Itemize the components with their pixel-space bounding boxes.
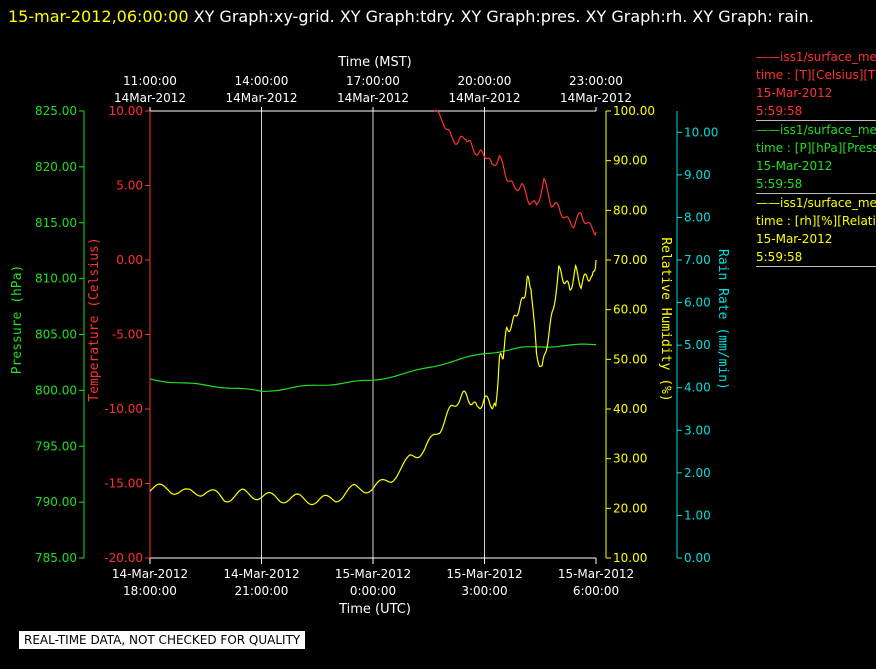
- x-tick-label-top: 14Mar-2012: [560, 91, 632, 105]
- rain-tick-label: 3.00: [684, 423, 711, 437]
- temperature-tick-label: -10.00: [104, 402, 143, 416]
- legend-line1: ——iss1/surface_me: [756, 123, 876, 137]
- temperature-tick-label: -20.00: [104, 551, 143, 565]
- temperature-series-line: [434, 109, 597, 236]
- pressure-tick-label: 810.00: [35, 272, 77, 286]
- x-tick-label-bottom: 15-Mar-2012: [446, 567, 522, 581]
- rh-tick-label: 20.00: [613, 501, 647, 515]
- timestamp: 15-mar-2012,06:00:00: [8, 7, 189, 26]
- x-axis-label-bottom: Time (UTC): [338, 602, 411, 617]
- temperature-tick-label: 10.00: [109, 104, 143, 118]
- x-axis-label-top: Time (MST): [337, 55, 412, 70]
- graph-title: 15-mar-2012,06:00:00 XY Graph:xy-grid. X…: [8, 2, 858, 31]
- x-tick-label-top: 23:00:00: [569, 74, 623, 88]
- x-tick-label-bottom: 14-Mar-2012: [223, 567, 299, 581]
- legend-line4: 5:59:58: [756, 104, 803, 118]
- x-tick-label-bottom: 6:00:00: [573, 584, 619, 598]
- pressure-tick-label: 820.00: [35, 160, 77, 174]
- legend-line1: ——iss1/surface_me: [756, 50, 876, 64]
- legend-line2: time : [P][hPa][Press: [756, 141, 876, 155]
- rh-tick-label: 80.00: [613, 203, 647, 217]
- rh-tick-label: 90.00: [613, 154, 647, 168]
- graph-list: XY Graph:xy-grid. XY Graph:tdry. XY Grap…: [193, 7, 814, 26]
- temperature-tick-label: 0.00: [116, 253, 143, 267]
- rh-tick-label: 70.00: [613, 253, 647, 267]
- rain-tick-label: 7.00: [684, 253, 711, 267]
- x-tick-label-top: 17:00:00: [346, 74, 400, 88]
- x-tick-label-top: 14Mar-2012: [337, 91, 409, 105]
- rain-tick-label: 10.00: [684, 125, 718, 139]
- legend-entry-rh[interactable]: ——iss1/surface_me time : [rh][%][Relati …: [756, 194, 876, 267]
- pressure-axis-label: Pressure (hPa): [10, 265, 25, 375]
- temperature-tick-label: -15.00: [104, 477, 143, 491]
- legend-line2: time : [rh][%][Relati: [756, 214, 876, 228]
- rain-tick-label: 8.00: [684, 210, 711, 224]
- x-tick-label-top: 14:00:00: [235, 74, 289, 88]
- x-tick-label-top: 20:00:00: [458, 74, 512, 88]
- rain-axis-label: Rain Rate (mm/min): [715, 249, 730, 390]
- rain-tick-label: 5.00: [684, 338, 711, 352]
- quality-notice: REAL-TIME DATA, NOT CHECKED FOR QUALITY: [19, 631, 306, 649]
- pressure-tick-label: 825.00: [35, 104, 77, 118]
- x-tick-label-bottom: 14-Mar-2012: [112, 567, 188, 581]
- rh-tick-label: 60.00: [613, 303, 647, 317]
- rh-tick-label: 100.00: [613, 104, 655, 118]
- legend-line3: 15-Mar-2012: [756, 159, 833, 173]
- x-tick-label-bottom: 0:00:00: [350, 584, 396, 598]
- temperature-tick-label: -5.00: [112, 328, 143, 342]
- pressure-series-line: [149, 343, 597, 392]
- x-tick-label-top: 14Mar-2012: [225, 91, 297, 105]
- temperature-tick-label: 5.00: [116, 179, 143, 193]
- legend-line4: 5:59:58: [756, 177, 803, 191]
- legend-line4: 5:59:58: [756, 250, 803, 264]
- rain-tick-label: 9.00: [684, 168, 711, 182]
- rain-tick-label: 2.00: [684, 466, 711, 480]
- rh-series-line: [149, 259, 597, 506]
- legend-entry-temperature[interactable]: ——iss1/surface_me time : [T][Celsius][T …: [756, 48, 876, 121]
- pressure-tick-label: 790.00: [35, 495, 77, 509]
- rain-tick-label: 6.00: [684, 296, 711, 310]
- rh-tick-label: 10.00: [613, 551, 647, 565]
- x-tick-label-bottom: 15-Mar-2012: [558, 567, 634, 581]
- rh-tick-label: 50.00: [613, 352, 647, 366]
- x-tick-label-top: 14Mar-2012: [448, 91, 520, 105]
- rain-tick-label: 1.00: [684, 508, 711, 522]
- x-tick-label-bottom: 15-Mar-2012: [335, 567, 411, 581]
- rain-tick-label: 4.00: [684, 381, 711, 395]
- x-tick-label-bottom: 21:00:00: [235, 584, 289, 598]
- x-tick-label-top: 14Mar-2012: [114, 91, 186, 105]
- x-tick-label-bottom: 3:00:00: [461, 584, 507, 598]
- pressure-tick-label: 805.00: [35, 328, 77, 342]
- rh-axis-label: Relative Humidity (%): [658, 237, 673, 401]
- legend: ——iss1/surface_me time : [T][Celsius][T …: [756, 48, 876, 267]
- legend-line3: 15-Mar-2012: [756, 86, 833, 100]
- x-tick-label-bottom: 18:00:00: [123, 584, 177, 598]
- temperature-axis-label: Temperature (Celsius): [87, 237, 102, 401]
- legend-line3: 15-Mar-2012: [756, 232, 833, 246]
- rain-tick-label: 0.00: [684, 551, 711, 565]
- rh-tick-label: 30.00: [613, 452, 647, 466]
- legend-line2: time : [T][Celsius][T: [756, 68, 876, 82]
- pressure-tick-label: 785.00: [35, 551, 77, 565]
- pressure-tick-label: 815.00: [35, 216, 77, 230]
- legend-line1: ——iss1/surface_me: [756, 196, 876, 210]
- x-tick-label-top: 11:00:00: [123, 74, 177, 88]
- pressure-tick-label: 795.00: [35, 439, 77, 453]
- legend-entry-pressure[interactable]: ——iss1/surface_me time : [P][hPa][Press …: [756, 121, 876, 194]
- pressure-tick-label: 800.00: [35, 383, 77, 397]
- rh-tick-label: 40.00: [613, 402, 647, 416]
